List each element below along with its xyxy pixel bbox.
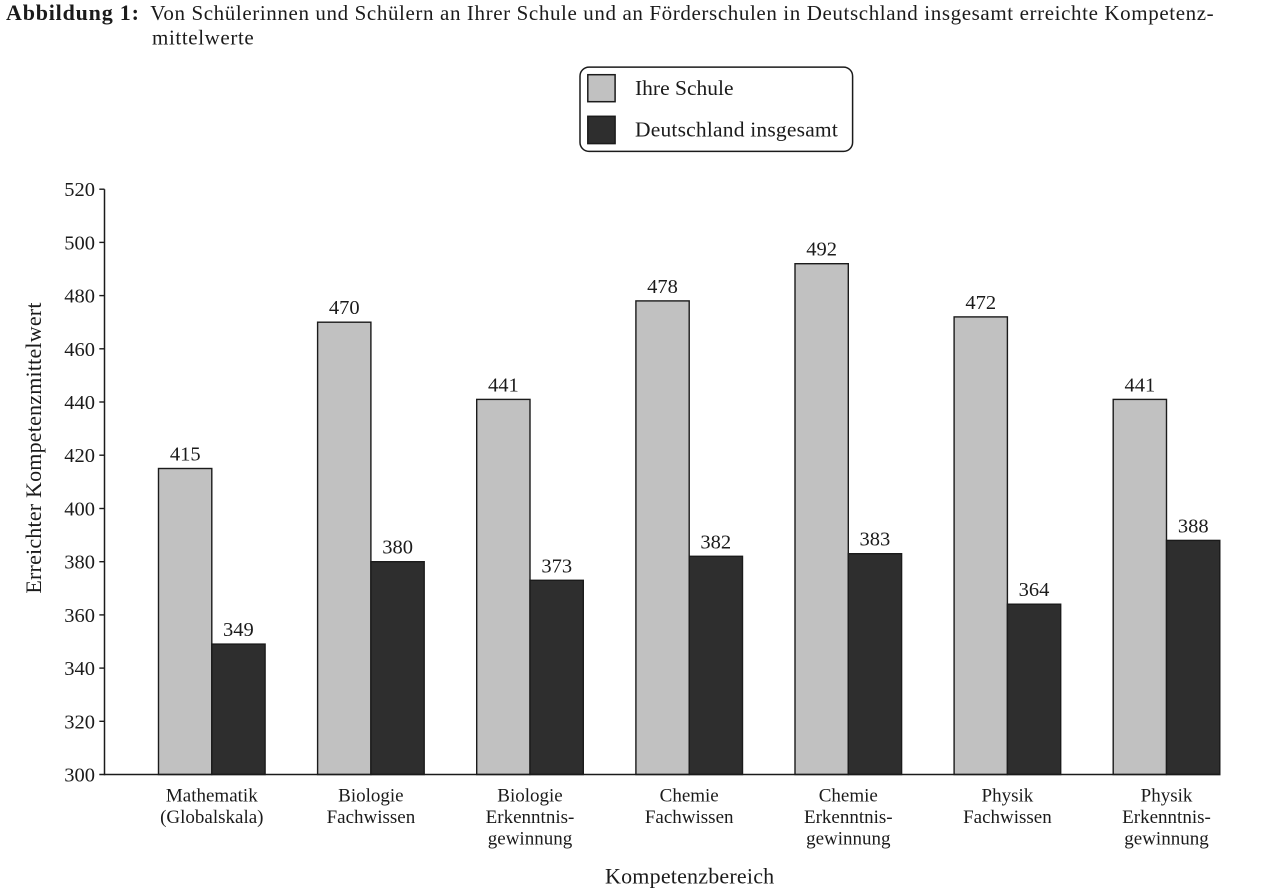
svg-text:Deutschland insgesamt: Deutschland insgesamt xyxy=(635,118,838,142)
svg-text:Physik: Physik xyxy=(1141,786,1193,807)
svg-text:Kompetenzbereich: Kompetenzbereich xyxy=(605,864,774,889)
svg-text:Fachwissen: Fachwissen xyxy=(963,807,1052,828)
svg-text:Erreichter Kompetenzmittelwert: Erreichter Kompetenzmittelwert xyxy=(21,302,46,593)
svg-text:380: 380 xyxy=(382,537,413,559)
svg-text:364: 364 xyxy=(1019,579,1050,601)
svg-text:Biologie: Biologie xyxy=(338,786,403,807)
svg-text:Fachwissen: Fachwissen xyxy=(327,807,416,828)
svg-text:Fachwissen: Fachwissen xyxy=(645,807,734,828)
svg-text:420: 420 xyxy=(64,445,95,467)
svg-text:441: 441 xyxy=(488,374,519,396)
svg-text:Mathematik: Mathematik xyxy=(166,786,258,807)
svg-text:520: 520 xyxy=(64,179,95,201)
svg-text:gewinnung: gewinnung xyxy=(1124,828,1209,849)
svg-text:440: 440 xyxy=(64,392,95,414)
svg-text:388: 388 xyxy=(1178,515,1209,537)
svg-text:Erkenntnis-: Erkenntnis- xyxy=(486,807,575,828)
svg-text:340: 340 xyxy=(64,658,95,680)
svg-text:400: 400 xyxy=(64,499,95,521)
svg-text:Ihre Schule: Ihre Schule xyxy=(635,76,734,100)
svg-text:Abbildung 1:: Abbildung 1: xyxy=(6,0,140,25)
svg-text:373: 373 xyxy=(541,555,572,577)
svg-text:500: 500 xyxy=(64,232,95,254)
svg-text:383: 383 xyxy=(860,529,891,551)
svg-text:Biologie: Biologie xyxy=(497,786,562,807)
svg-text:Erkenntnis-: Erkenntnis- xyxy=(804,807,893,828)
svg-text:492: 492 xyxy=(806,239,837,261)
svg-text:(Globalskala): (Globalskala) xyxy=(160,807,263,828)
svg-text:470: 470 xyxy=(329,297,360,319)
svg-text:360: 360 xyxy=(64,605,95,627)
svg-text:478: 478 xyxy=(647,276,678,298)
svg-text:Chemie: Chemie xyxy=(819,786,878,807)
svg-text:gewinnung: gewinnung xyxy=(488,828,573,849)
svg-text:380: 380 xyxy=(64,552,95,574)
svg-text:Physik: Physik xyxy=(982,786,1034,807)
svg-text:gewinnung: gewinnung xyxy=(806,828,891,849)
svg-text:320: 320 xyxy=(64,711,95,733)
svg-text:Von Schülerinnen und Schülern: Von Schülerinnen und Schülern an Ihrer S… xyxy=(150,1,1214,25)
svg-text:480: 480 xyxy=(64,286,95,308)
svg-text:382: 382 xyxy=(700,531,731,553)
svg-text:Erkenntnis-: Erkenntnis- xyxy=(1122,807,1211,828)
svg-text:mittelwerte: mittelwerte xyxy=(152,25,254,49)
svg-text:415: 415 xyxy=(170,444,201,466)
svg-text:460: 460 xyxy=(64,339,95,361)
svg-text:441: 441 xyxy=(1125,374,1156,396)
svg-text:472: 472 xyxy=(965,292,996,314)
svg-text:Chemie: Chemie xyxy=(660,786,719,807)
svg-text:349: 349 xyxy=(223,619,254,641)
svg-text:300: 300 xyxy=(64,765,95,787)
